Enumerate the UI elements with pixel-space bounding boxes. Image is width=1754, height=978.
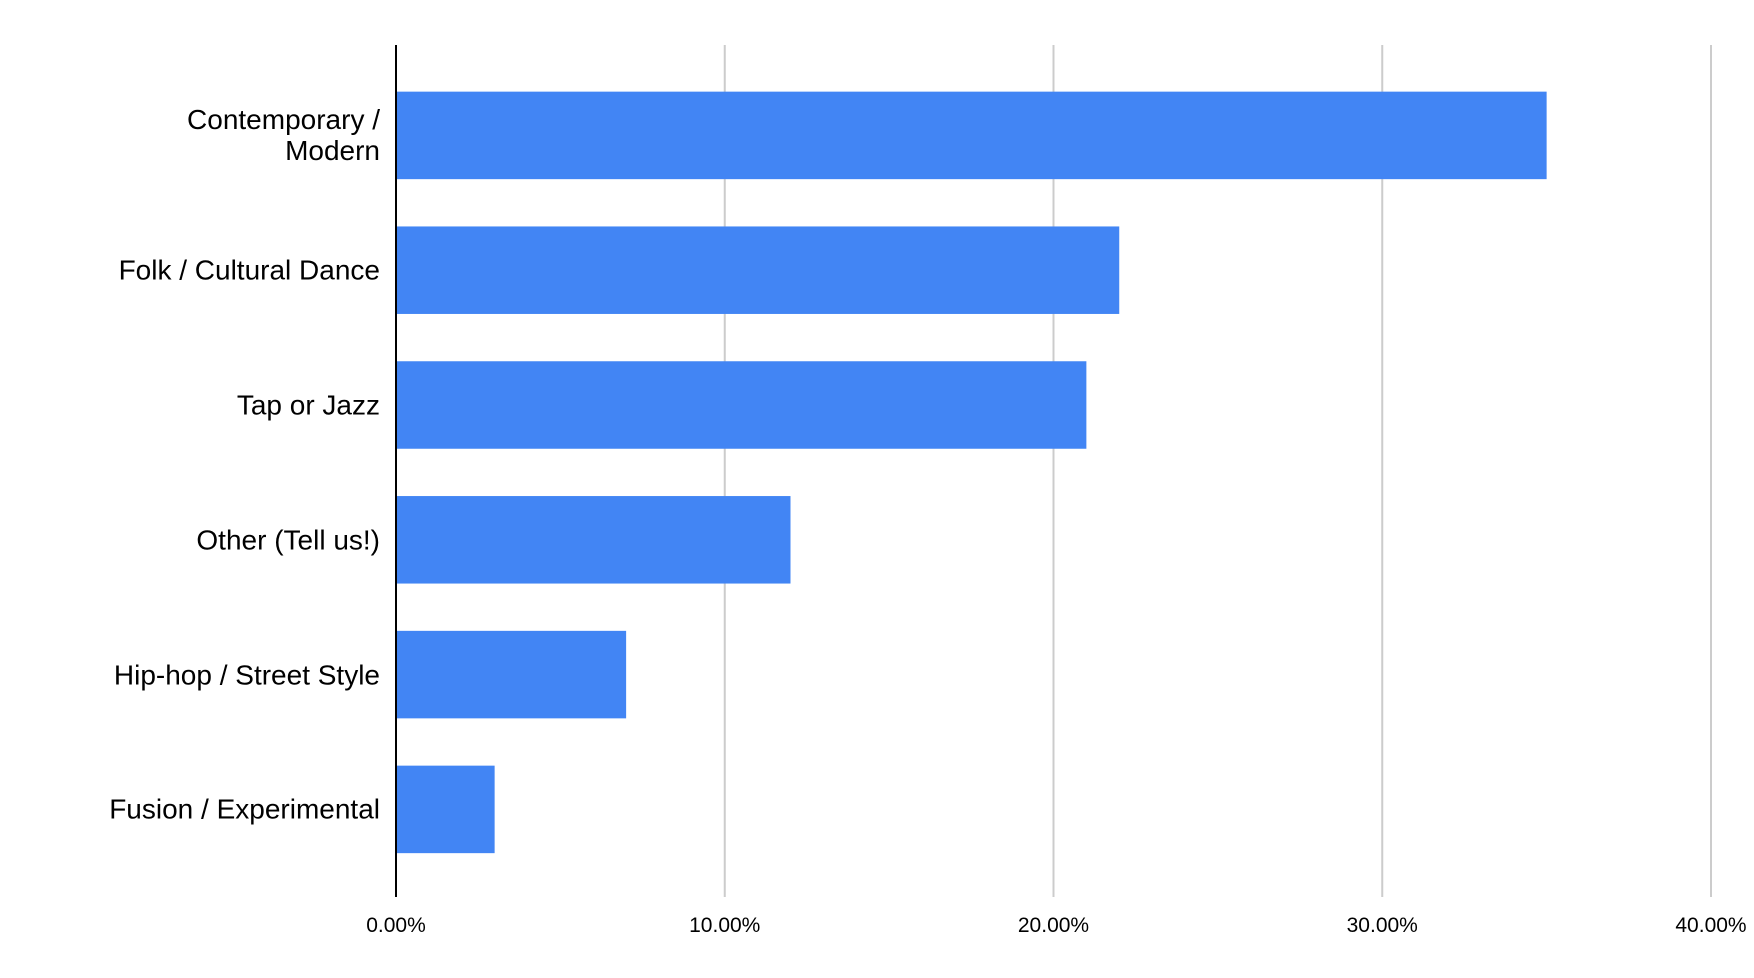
y-tick-label: Hip-hop / Street Style	[113, 659, 380, 691]
y-tick-label: Fusion / Experimental	[109, 793, 380, 825]
bar	[396, 765, 495, 854]
x-tick-label: 10.00%	[689, 914, 760, 937]
x-tick-label: 40.00%	[1675, 914, 1746, 937]
y-tick-label: Contemporary / Modern	[187, 104, 380, 167]
bar	[396, 630, 627, 719]
bar	[396, 91, 1547, 180]
y-tick-label: Folk / Cultural Dance	[118, 254, 380, 286]
bar	[396, 226, 1120, 314]
x-tick-label: 30.00%	[1347, 914, 1418, 937]
x-tick-label: 0.00%	[366, 914, 426, 937]
bar	[396, 496, 791, 584]
y-tick-label: Tap or Jazz	[236, 389, 380, 421]
bar	[396, 361, 1087, 449]
y-tick-label: Other (Tell us!)	[196, 524, 380, 556]
x-tick-label: 20.00%	[1018, 914, 1089, 937]
